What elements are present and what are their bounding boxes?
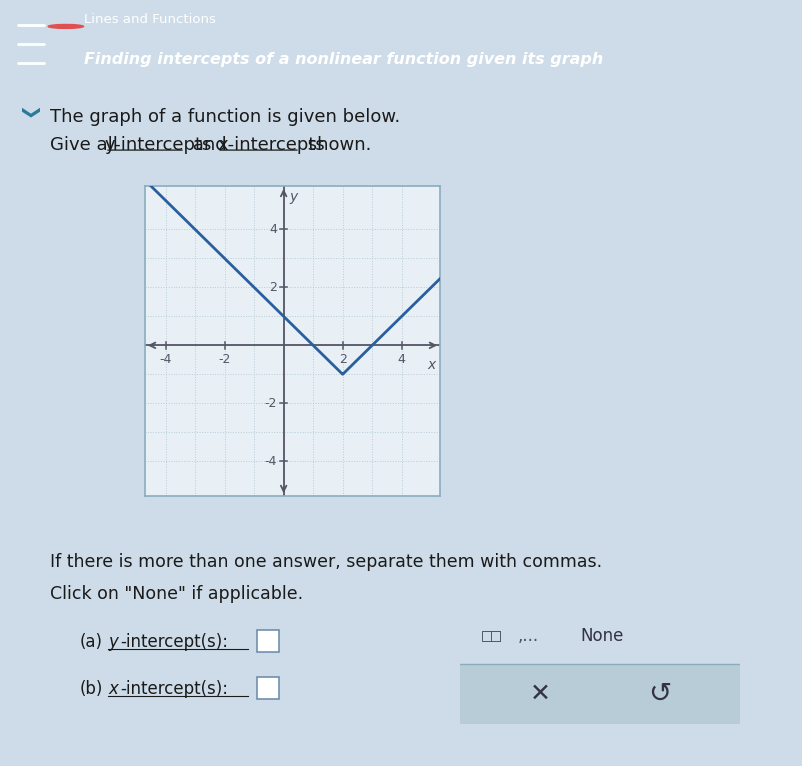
Text: Finding intercepts of a nonlinear function given its graph: Finding intercepts of a nonlinear functi…: [84, 51, 603, 67]
Text: 4: 4: [269, 223, 277, 236]
Text: Click on "None" if applicable.: Click on "None" if applicable.: [50, 585, 302, 603]
Text: -2: -2: [265, 397, 277, 410]
Text: -intercept(s):: -intercept(s):: [119, 633, 228, 651]
Text: y-intercepts: y-intercepts: [105, 136, 212, 154]
Text: y: y: [107, 633, 118, 651]
Text: x: x: [427, 358, 435, 372]
Text: 2: 2: [269, 281, 277, 294]
Text: -4: -4: [160, 352, 172, 365]
Text: ,...: ,...: [517, 627, 538, 645]
FancyBboxPatch shape: [257, 677, 278, 699]
Text: y: y: [289, 190, 297, 205]
Text: shown.: shown.: [302, 136, 371, 154]
Text: (b): (b): [80, 680, 103, 698]
Circle shape: [48, 25, 83, 28]
Text: 4: 4: [397, 352, 405, 365]
Text: -4: -4: [265, 455, 277, 468]
FancyBboxPatch shape: [257, 630, 278, 652]
Text: 2: 2: [338, 352, 346, 365]
Text: None: None: [579, 627, 622, 645]
Text: If there is more than one answer, separate them with commas.: If there is more than one answer, separa…: [50, 553, 602, 571]
Text: ↺: ↺: [647, 680, 670, 708]
Text: Give all: Give all: [50, 136, 124, 154]
Text: □□: □□: [481, 627, 501, 645]
Text: x-intercepts: x-intercepts: [217, 136, 324, 154]
Text: -2: -2: [218, 352, 230, 365]
Text: ✕: ✕: [529, 682, 550, 706]
Text: (a): (a): [80, 633, 103, 651]
Text: The graph of a function is given below.: The graph of a function is given below.: [50, 108, 399, 126]
Text: ❯: ❯: [18, 106, 36, 121]
FancyBboxPatch shape: [460, 664, 739, 724]
Text: Lines and Functions: Lines and Functions: [84, 13, 216, 26]
Text: -intercept(s):: -intercept(s):: [119, 680, 228, 698]
Text: x: x: [107, 680, 118, 698]
Text: and: and: [187, 136, 232, 154]
